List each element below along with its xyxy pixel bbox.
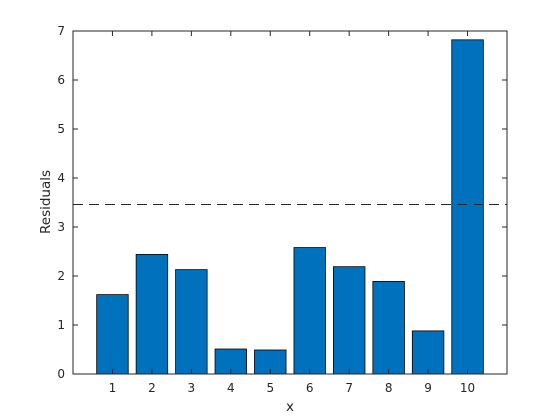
x-tick-label: 7 [345, 381, 353, 395]
axes-box [72, 30, 508, 375]
x-tick-label: 10 [460, 381, 475, 395]
y-tick-label: 2 [57, 269, 65, 283]
bar-6 [293, 247, 326, 375]
x-tick-label: 6 [306, 381, 314, 395]
y-tick-label: 3 [57, 220, 65, 234]
x-axis-label: x [286, 399, 294, 415]
x-tick-label: 5 [266, 381, 274, 395]
y-axis-ticks: 0 1 2 3 4 5 6 7 [57, 24, 507, 381]
x-tick-label: 2 [148, 381, 156, 395]
y-axis-label: Residuals [38, 170, 54, 234]
y-tick-label: 6 [57, 73, 65, 87]
y-tick-label: 0 [57, 367, 65, 381]
bar-9 [411, 330, 445, 375]
bar-10 [451, 39, 484, 375]
bar-3 [175, 269, 208, 375]
x-axis-ticks: 1 2 3 4 5 6 7 8 9 10 [109, 31, 475, 395]
bar-8 [372, 280, 405, 375]
x-tick-label: 1 [109, 381, 117, 395]
bars-group [96, 39, 484, 375]
x-tick-label: 4 [227, 381, 235, 395]
y-tick-label: 7 [57, 24, 65, 38]
x-tick-label: 8 [385, 381, 393, 395]
bar-2 [135, 254, 169, 375]
y-tick-label: 5 [57, 122, 65, 136]
bar-1 [96, 294, 129, 375]
x-tick-label: 3 [188, 381, 196, 395]
y-tick-label: 4 [57, 171, 65, 185]
bar-7 [332, 266, 366, 375]
y-tick-label: 1 [57, 318, 65, 332]
x-tick-label: 9 [424, 381, 432, 395]
